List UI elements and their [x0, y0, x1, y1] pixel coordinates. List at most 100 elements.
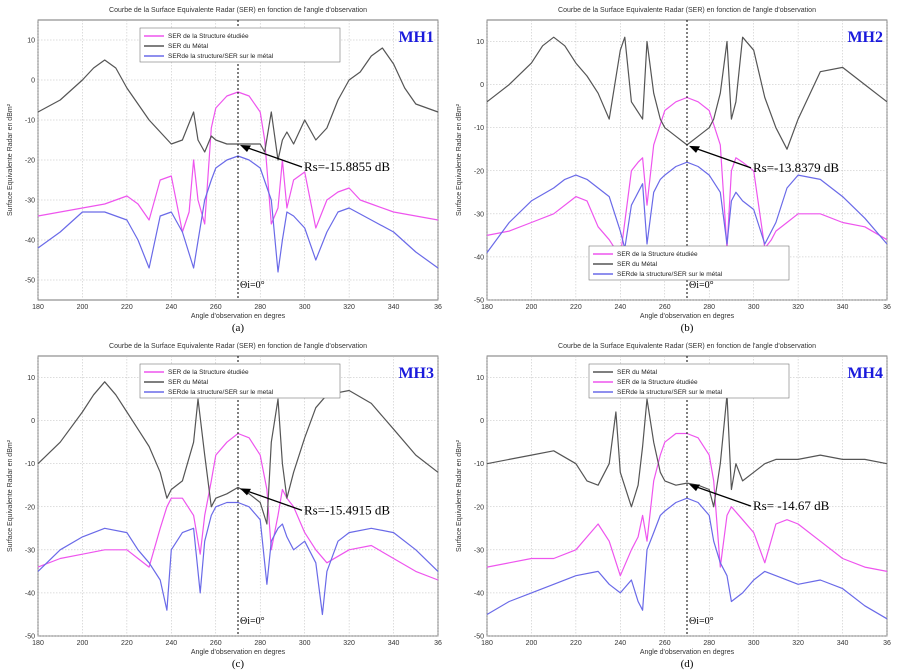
panel-caption: (c): [232, 658, 245, 670]
x-tick-label: 180: [481, 640, 493, 647]
y-tick-label: -10: [474, 125, 484, 132]
y-tick-label: -30: [474, 211, 484, 218]
x-tick-label: 340: [837, 304, 849, 311]
theta-label: Θi=0°: [240, 280, 265, 291]
x-axis-label: Angle d'observation en degres: [640, 649, 735, 656]
y-tick-label: -40: [474, 254, 484, 261]
x-tick-label: 320: [343, 640, 355, 647]
legend-box: [588, 363, 790, 399]
x-tick-label: 220: [121, 304, 133, 311]
y-tick-label: -20: [25, 504, 35, 511]
chart-title: Courbe de la Surface Equivalente Radar (…: [109, 343, 367, 350]
x-tick-label: 240: [165, 640, 177, 647]
y-tick-label: 0: [480, 82, 484, 89]
y-axis-label: Surface Equivalente Radar en dBm²: [456, 439, 463, 552]
x-tick-label: 280: [254, 304, 266, 311]
annotation-arrow: [696, 486, 752, 507]
annotation-arrow: [247, 147, 303, 168]
y-tick-label: -10: [474, 461, 484, 468]
chart-title: Courbe de la Surface Equivalente Radar (…: [558, 7, 816, 14]
y-tick-label: 10: [476, 39, 484, 46]
x-tick-label: 320: [792, 640, 804, 647]
annotation-arrow: [247, 490, 303, 511]
panel-tag: MH3: [398, 365, 434, 382]
panel-tag: MH4: [847, 365, 883, 382]
theta-label: Θi=0°: [240, 616, 265, 627]
rs-annotation: Rs=-13.8379 dB: [753, 160, 839, 175]
x-tick-label: 36: [434, 304, 442, 311]
y-tick-label: 10: [27, 38, 35, 45]
x-tick-label: 36: [883, 304, 891, 311]
arrow-head: [240, 488, 251, 496]
y-tick-label: -50: [474, 298, 484, 305]
legend-entry: SER du Métal: [168, 43, 209, 50]
x-tick-label: 200: [77, 304, 89, 311]
x-tick-label: 200: [526, 304, 538, 311]
x-tick-label: 340: [837, 640, 849, 647]
x-tick-label: 180: [32, 640, 44, 647]
arrow-head: [240, 145, 251, 152]
x-tick-label: 340: [388, 640, 400, 647]
y-tick-label: -20: [25, 158, 35, 165]
chart-panel-c: Courbe de la Surface Equivalente Radar (…: [0, 336, 449, 671]
x-tick-label: 260: [659, 640, 671, 647]
legend-entry: SERde la structure/SER sur le metal: [617, 389, 723, 396]
y-tick-label: -10: [25, 461, 35, 468]
series-line: [37, 381, 439, 525]
theta-label: Θi=0°: [689, 616, 714, 627]
x-tick-label: 300: [299, 304, 311, 311]
x-axis-label: Angle d'observation en degres: [191, 313, 286, 320]
chart-title: Courbe de la Surface Equivalente Radar (…: [109, 7, 367, 14]
rs-annotation: Rs=-15.8855 dB: [304, 159, 390, 174]
y-tick-label: -10: [25, 118, 35, 125]
series-line: [37, 47, 439, 161]
series-line: [486, 394, 888, 508]
legend-entry: SER du Métal: [617, 261, 658, 268]
x-axis-label: Angle d'observation en degres: [191, 649, 286, 656]
y-tick-label: 10: [27, 375, 35, 382]
y-tick-label: 10: [476, 375, 484, 382]
series-line: [486, 96, 888, 258]
x-tick-label: 220: [570, 640, 582, 647]
y-tick-label: -30: [25, 198, 35, 205]
series-line: [486, 36, 888, 150]
chart-svg: Courbe de la Surface Equivalente Radar (…: [456, 7, 891, 334]
x-tick-label: 180: [481, 304, 493, 311]
legend-box: [139, 27, 341, 63]
x-tick-label: 200: [526, 640, 538, 647]
x-tick-label: 220: [121, 640, 133, 647]
x-tick-label: 240: [614, 640, 626, 647]
x-tick-label: 240: [165, 304, 177, 311]
x-tick-label: 340: [388, 304, 400, 311]
arrow-head: [689, 484, 700, 492]
x-tick-label: 320: [343, 304, 355, 311]
x-tick-label: 200: [77, 640, 89, 647]
x-tick-label: 280: [703, 304, 715, 311]
series-line: [37, 155, 439, 273]
y-tick-label: 0: [31, 78, 35, 85]
chart-svg: Courbe de la Surface Equivalente Radar (…: [456, 343, 891, 670]
y-tick-label: -50: [474, 634, 484, 641]
arrow-head: [689, 145, 700, 153]
theta-label: Θi=0°: [689, 280, 714, 291]
x-axis-label: Angle d'observation en degres: [640, 313, 735, 320]
x-tick-label: 280: [254, 640, 266, 647]
series-line: [37, 432, 439, 581]
legend-entry: SER de la Structure étudiée: [617, 251, 698, 258]
chart-panel-b: Courbe de la Surface Equivalente Radar (…: [449, 0, 898, 335]
panel-caption: (a): [232, 322, 245, 334]
series-line: [486, 161, 888, 253]
y-tick-label: -40: [25, 238, 35, 245]
panel-caption: (b): [681, 322, 694, 334]
y-tick-label: -30: [474, 547, 484, 554]
x-tick-label: 260: [210, 640, 222, 647]
panel-caption: (d): [681, 658, 694, 670]
x-tick-label: 260: [659, 304, 671, 311]
x-tick-label: 36: [883, 640, 891, 647]
y-axis-label: Surface Equivalente Radar en dBm²: [7, 439, 14, 552]
series-line: [486, 432, 888, 577]
x-tick-label: 300: [748, 304, 760, 311]
rs-annotation: Rs= -14.67 dB: [753, 498, 830, 513]
annotation-arrow: [696, 148, 752, 169]
legend-entry: SERde la structure/SER sur le metal: [168, 389, 274, 396]
